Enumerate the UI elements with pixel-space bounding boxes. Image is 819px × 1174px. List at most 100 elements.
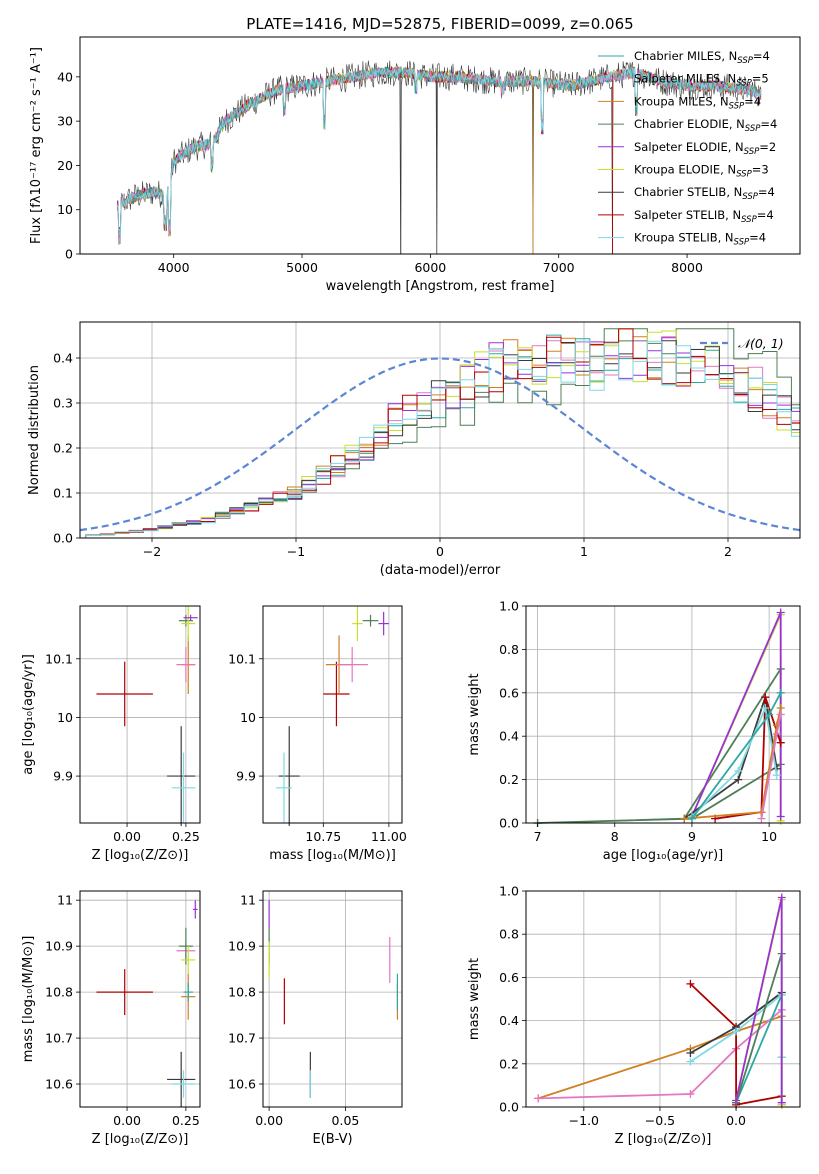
weight-line-salpeter_stelib — [689, 983, 782, 1106]
x-tick-label: 0.00 — [255, 1113, 283, 1128]
x-axis-label: wavelength [Angstrom, rest frame] — [326, 279, 555, 294]
y-tick-label: 1.0 — [499, 884, 519, 899]
x-tick-label: 7 — [534, 829, 542, 844]
plot-area — [96, 606, 198, 826]
weight-marker — [687, 814, 696, 823]
weight-marker — [772, 771, 781, 780]
weight-marker — [772, 721, 781, 730]
y-tick-label: 10.7 — [45, 1031, 73, 1046]
histogram-chabrier_miles — [85, 334, 800, 538]
panel-residuals: −2 −1 0 1 2 0.0 0.1 0.2 0.3 0.4 (data-model)/error… — [27, 321, 801, 578]
x-tick-label: 8000 — [671, 260, 703, 275]
y-tick-label: 10.1 — [228, 651, 256, 666]
y-axis-label: age [log₁₀(age/yr)] — [21, 654, 36, 775]
y-tick-label: 1.0 — [499, 599, 519, 614]
y-axis-label: mass [log₁₀(M/M⊙)] — [21, 936, 36, 1063]
grid — [80, 606, 200, 823]
x-tick-label: 0 — [436, 544, 444, 559]
axes-frame — [79, 890, 201, 1108]
panel-weight_vs_age: 7 8 9 10 0.0 0.2 0.4 0.6 0.8 1.0 age [log₁₀(age/yr… — [467, 599, 801, 863]
x-axis-label: mass [log₁₀(M/M⊙)] — [269, 848, 396, 863]
y-tick-label: 9.9 — [236, 769, 256, 784]
x-tick-label: 0.00 — [113, 829, 141, 844]
axes-frame — [262, 605, 403, 824]
y-tick-label: 0.8 — [499, 642, 519, 657]
axes: 0.00 0.25 10.6 10.7 10.8 10.9 11 Z [log₁₀(Z/Z⊙)… — [21, 890, 201, 1147]
histogram-salpeter_stelib — [85, 328, 800, 538]
y-tick-label: 0.0 — [53, 531, 73, 546]
x-tick-label: 11.00 — [371, 829, 407, 844]
y-tick-label: 10 — [240, 710, 256, 725]
weight-marker — [776, 812, 785, 821]
y-tick-label: 10.6 — [45, 1077, 73, 1092]
x-tick-label: −2 — [143, 544, 161, 559]
x-tick-label: 5000 — [286, 260, 318, 275]
errorbars — [96, 900, 198, 1107]
x-tick-label: −0.5 — [645, 1113, 675, 1128]
histogram-chabrier_stelib — [85, 340, 800, 538]
weight-marker — [686, 1057, 695, 1066]
legend: 𝒩(0, 1) — [700, 336, 784, 351]
x-tick-label: −1.0 — [569, 1113, 599, 1128]
legend-entry: Kroupa MILES, NSSP=4 — [634, 94, 761, 111]
x-tick-label: 2 — [724, 544, 732, 559]
weight-marker — [765, 710, 774, 719]
x-axis-label: (data-model)/error — [380, 563, 501, 578]
spectrum-salpeter_miles — [116, 65, 762, 243]
grid — [80, 891, 200, 1107]
plot-area — [533, 608, 785, 827]
x-axis-label: Z [log₁₀(Z/Z⊙)] — [92, 1132, 189, 1147]
panel-age_vs_Z: 0.00 0.25 9.9 10 10.1 Z [log₁₀(Z/Z⊙)] age [log… — [21, 605, 201, 863]
grid — [263, 606, 402, 823]
y-tick-label: 10.9 — [228, 939, 256, 954]
y-tick-label: 0.0 — [499, 1100, 519, 1115]
weight-marker — [777, 893, 786, 902]
legend-entry: Salpeter MILES, NSSP=5 — [634, 72, 769, 89]
histograms — [85, 328, 800, 538]
axes-frame — [262, 890, 403, 1108]
y-tick-label: 0 — [65, 247, 73, 262]
x-tick-label: 0.25 — [172, 1113, 200, 1128]
weight-marker — [732, 1096, 741, 1105]
histogram-salpeter_miles — [85, 336, 800, 538]
y-tick-label: 0.6 — [499, 685, 519, 700]
weight-line-kroupa_stelib — [691, 704, 778, 818]
weight-marker — [757, 814, 766, 823]
y-axis-label: Normed distribution — [27, 365, 42, 495]
x-axis-label: Z [log₁₀(Z/Z⊙)] — [92, 848, 189, 863]
y-tick-label: 0.8 — [499, 927, 519, 942]
normal-curve — [79, 357, 801, 532]
x-axis-label: Z [log₁₀(Z/Z⊙)] — [615, 1132, 712, 1147]
weight-marker — [734, 775, 743, 784]
axes-frame — [79, 321, 801, 539]
weight-marker — [776, 710, 785, 719]
plot-area — [276, 606, 389, 826]
legend-entry: Salpeter ELODIE, NSSP=2 — [634, 140, 776, 157]
histogram-chabrier_elodie — [85, 328, 800, 538]
x-tick-label: 0.05 — [332, 1113, 360, 1128]
y-tick-label: 10.9 — [45, 939, 73, 954]
y-tick-label: 11 — [57, 893, 73, 908]
spectrum-kroupa_stelib — [116, 66, 762, 243]
plot-area — [116, 60, 762, 254]
axes: 10.75 11.00 9.9 10 10.1 mass [log₁₀(M/M⊙)] — [228, 605, 407, 863]
x-tick-label: 4000 — [158, 260, 190, 275]
y-tick-label: 20 — [57, 158, 73, 173]
x-axis-label: E(B-V) — [312, 1132, 352, 1147]
weight-line-kroupa_miles — [684, 707, 782, 820]
y-tick-label: 0.0 — [499, 816, 519, 831]
weight-marker — [761, 693, 770, 702]
x-tick-label: 10 — [761, 829, 777, 844]
weight-marker — [732, 1027, 741, 1036]
axes: 4000 5000 6000 7000 8000 0 10 20 30 40 wavelength … — [29, 15, 801, 294]
y-tick-label: 40 — [57, 69, 73, 84]
x-axis-label: age [log₁₀(age/yr)] — [603, 848, 724, 863]
axes: 7 8 9 10 0.0 0.2 0.4 0.6 0.8 1.0 age [log₁₀(age/yr… — [467, 599, 801, 863]
y-tick-label: 0.2 — [499, 772, 519, 787]
axes-frame — [525, 890, 801, 1108]
weight-marker — [776, 608, 785, 617]
y-tick-label: 10.8 — [45, 985, 73, 1000]
axes-frame — [525, 605, 801, 824]
plot-area — [96, 900, 198, 1107]
